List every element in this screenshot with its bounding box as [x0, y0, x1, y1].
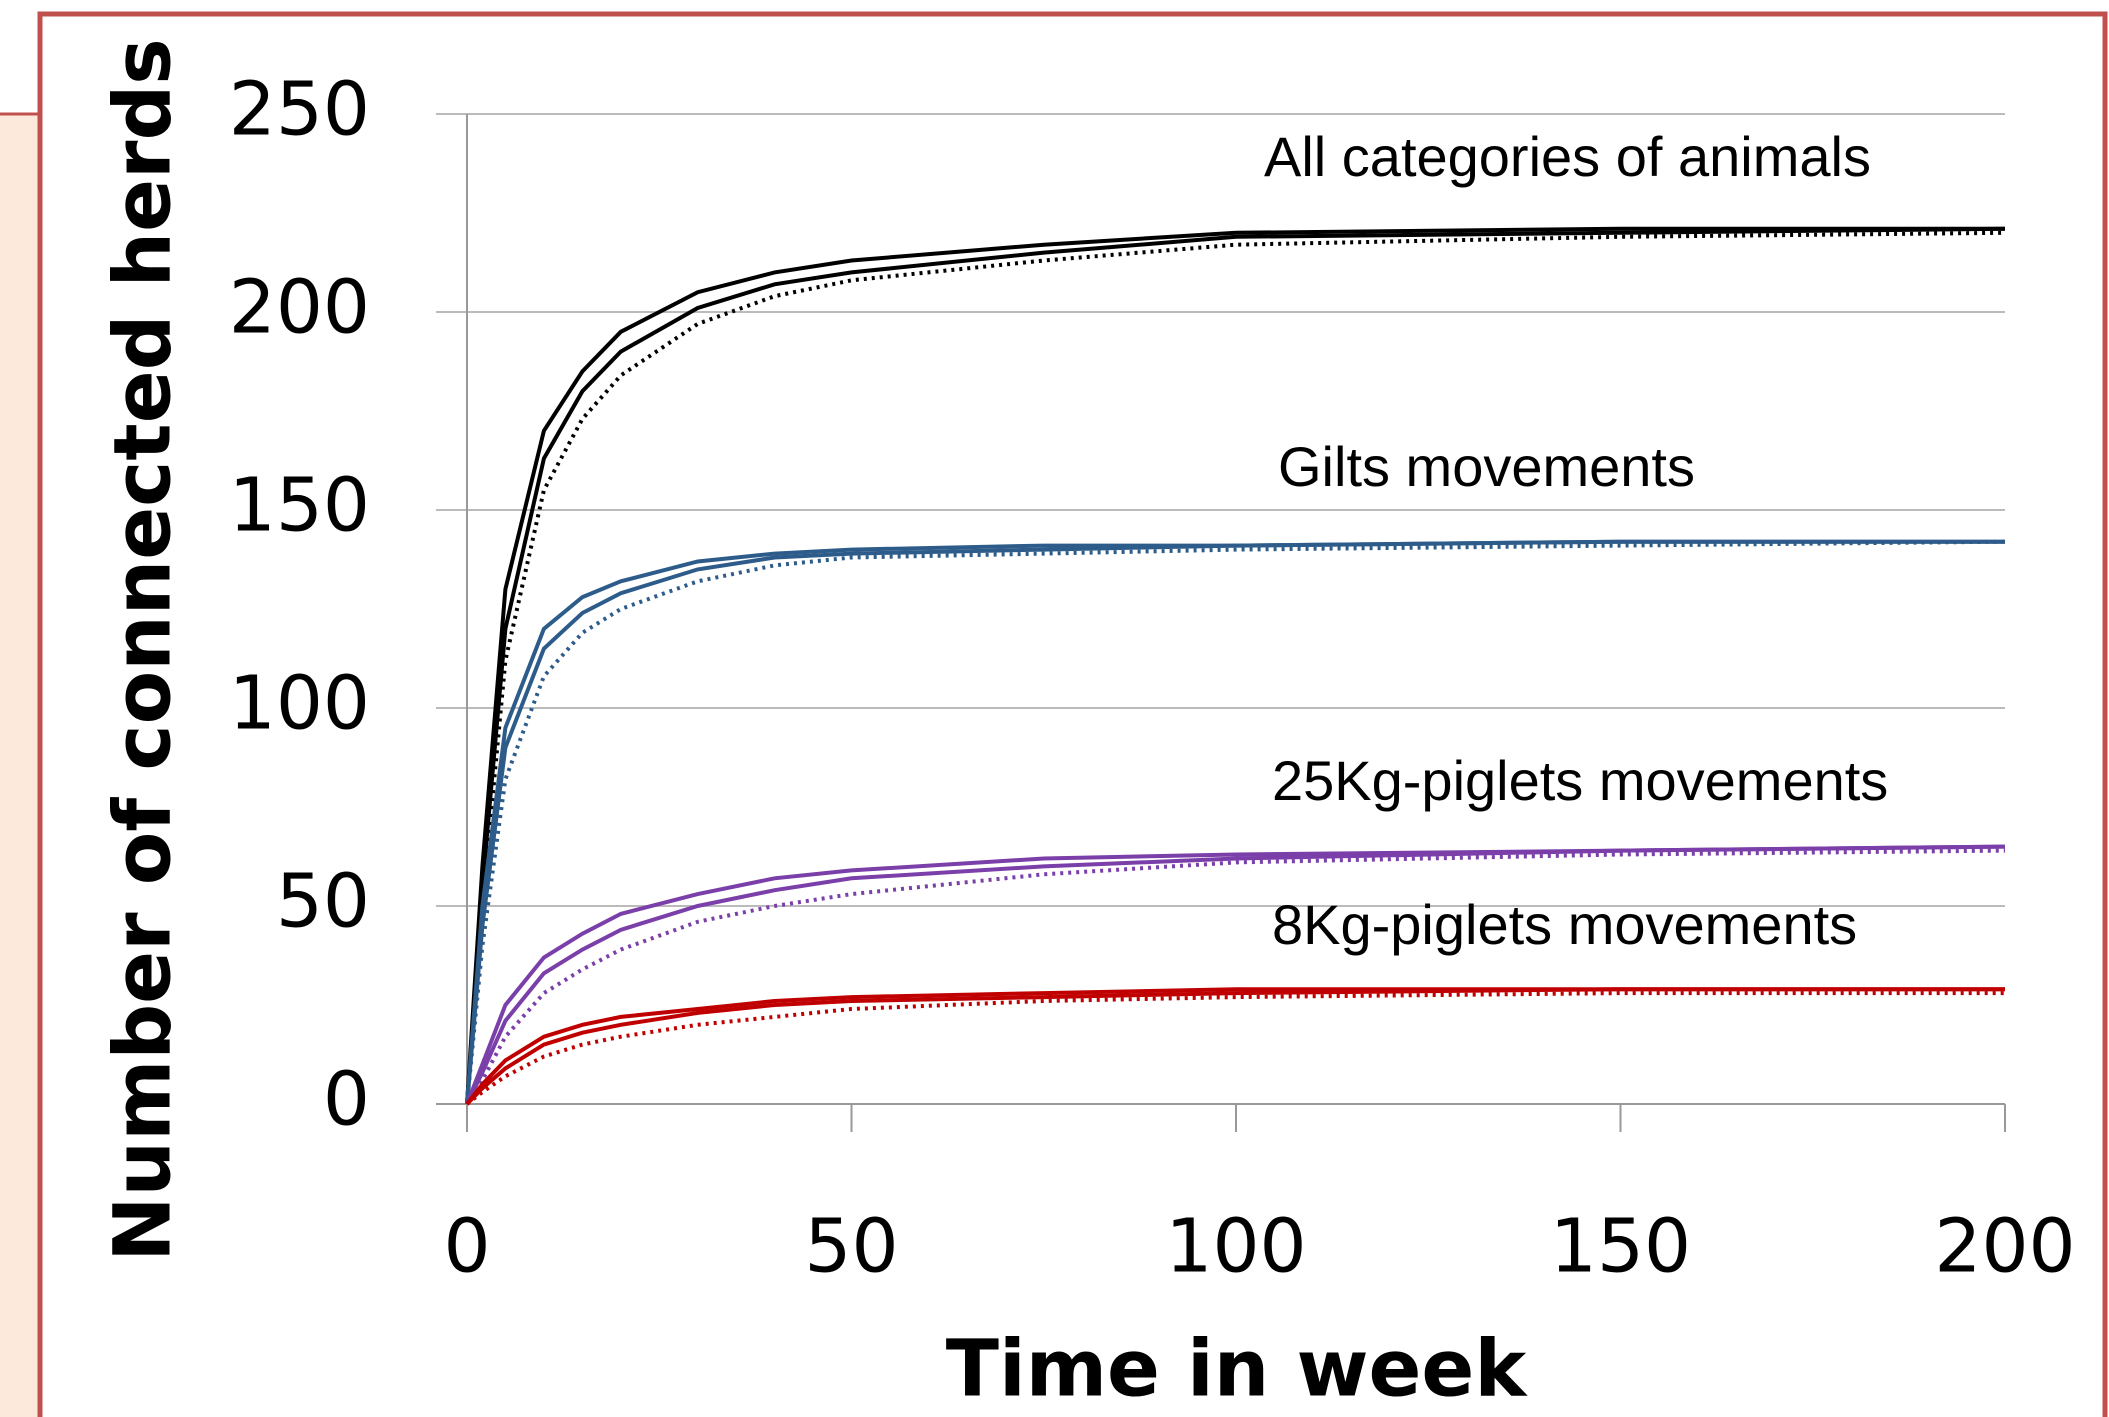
annotation: 25Kg-piglets movements	[1272, 749, 1888, 812]
annotation: 8Kg-piglets movements	[1272, 893, 1857, 956]
y-tick-label: 200	[229, 265, 370, 351]
series-line	[465, 226, 2006, 1105]
y-tick-label: 50	[276, 859, 370, 945]
x-tick-label: 100	[1165, 1204, 1306, 1290]
series-line	[465, 539, 2005, 1105]
x-tick-label: 200	[1934, 1204, 2075, 1290]
y-tick-label: 0	[323, 1057, 370, 1143]
series-line	[465, 987, 2005, 1106]
series-line	[465, 844, 2006, 1105]
series-line	[465, 539, 2006, 1105]
series-line	[465, 226, 2005, 1105]
frame	[37, 11, 2108, 1417]
series-line	[465, 844, 2006, 1105]
y-tick-label: 250	[229, 67, 370, 153]
series-line	[465, 987, 2005, 1106]
x-tick-label: 50	[804, 1204, 898, 1290]
series-line	[465, 848, 2006, 1106]
side-panel	[0, 114, 40, 1417]
annotation: All categories of animals	[1264, 125, 1871, 188]
annotation: Gilts movements	[1278, 435, 1695, 498]
y-axis-title: Number of connected herds	[98, 38, 188, 1261]
x-tick-label: 0	[443, 1204, 490, 1290]
x-tick-label: 150	[1550, 1204, 1691, 1290]
x-axis-title: Time in week	[946, 1324, 1529, 1414]
y-tick-label: 100	[229, 661, 370, 747]
y-tick-label: 150	[229, 463, 370, 549]
